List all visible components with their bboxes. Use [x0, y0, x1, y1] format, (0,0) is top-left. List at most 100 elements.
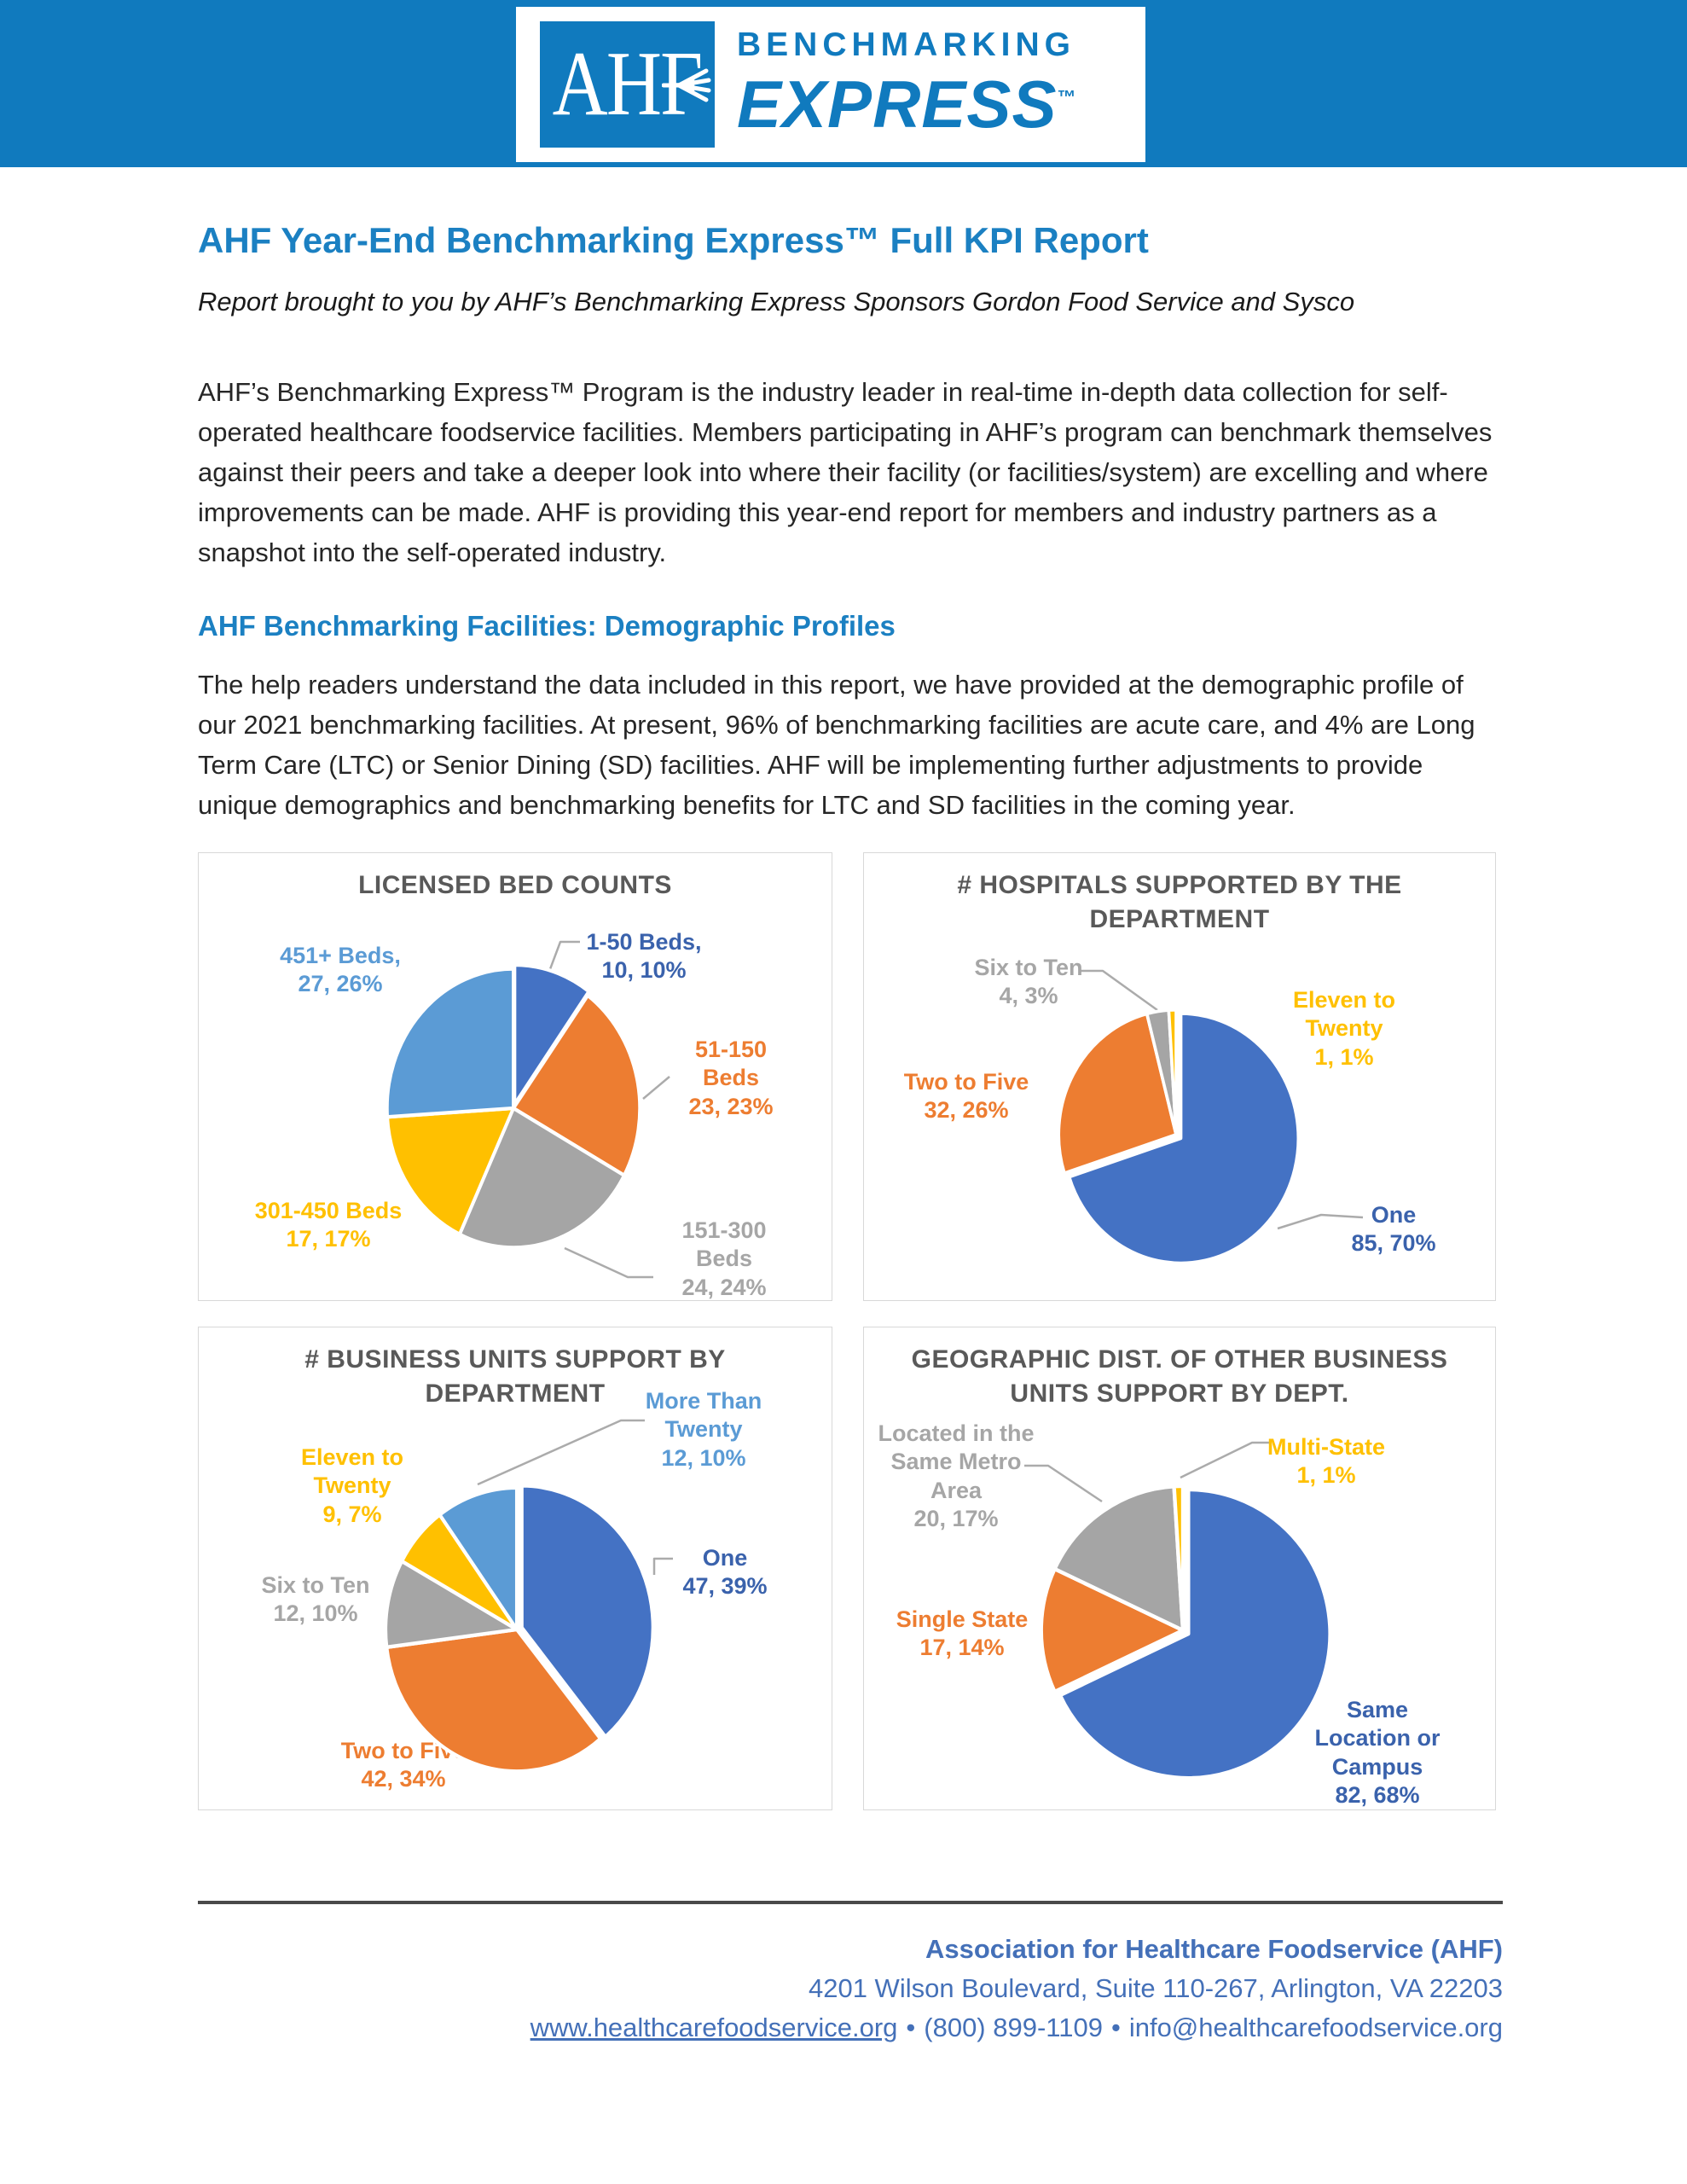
pie-slice: [512, 993, 642, 1177]
footer-phone: (800) 899-1109: [924, 2013, 1103, 2042]
pie-slice: [457, 1106, 626, 1250]
pie-label: Two to Five 42, 34%: [341, 1737, 467, 1794]
pie-label-category: Single State: [896, 1606, 1029, 1632]
pie-label-value: 17, 17%: [286, 1226, 371, 1252]
pie-label-category: 51-150 Beds: [694, 1037, 768, 1091]
pie-label: Multi-State 1, 1%: [1267, 1433, 1385, 1490]
pie-slice: [513, 962, 591, 1107]
footer-website-link[interactable]: www.healthcarefoodservice.org: [530, 2013, 898, 2042]
pie-label-value: 47, 39%: [682, 1573, 768, 1600]
pie-label-category: Two to Five: [903, 1069, 1029, 1095]
pie-chart: [1039, 1484, 1332, 1780]
pie-slice: [1058, 1487, 1332, 1780]
footer-bullet: •: [906, 2013, 916, 2042]
pie-label-category: Eleven to Twenty: [300, 1444, 404, 1499]
chart-title: # HOSPITALS SUPPORTED BY THE DEPARTMENT: [957, 871, 1402, 933]
pie-label-value: 20, 17%: [913, 1506, 999, 1532]
pie-slice: [1057, 1012, 1178, 1176]
chart-licensed-bed-counts: LICENSED BED COUNTS 1-50 Beds, 10, 10% 51-…: [198, 852, 832, 1301]
top-banner: AHF BENCHMARKING EXPRESS™: [0, 0, 1687, 167]
pie-label: 51-150 Beds 23, 23%: [681, 1036, 781, 1121]
pie-label-value: 9, 7%: [322, 1501, 382, 1527]
pie-label-category: One: [1371, 1202, 1417, 1228]
pie-slice: [438, 1485, 519, 1632]
pie-label: Two to Five 32, 26%: [904, 1068, 1029, 1125]
leader-line: [477, 1419, 645, 1486]
pie-slice: [519, 1484, 655, 1740]
pie-label: 451+ Beds, 27, 26%: [280, 942, 401, 999]
pie-label-category: 451+ Beds,: [280, 943, 401, 968]
pie-label: Located in the Same Metro Area 20, 17%: [871, 1420, 1041, 1534]
logo-express-text: EXPRESS™: [737, 66, 1076, 142]
pie-label-value: 23, 23%: [688, 1093, 774, 1119]
pie-label-category: One: [702, 1545, 748, 1571]
pie-label-value: 42, 34%: [361, 1766, 446, 1792]
pie-label-category: 301-450 Beds: [254, 1198, 403, 1223]
pie-label-category: 1-50 Beds,: [586, 929, 702, 955]
fork-icon: [662, 68, 711, 102]
pie-label: Single State 17, 14%: [896, 1606, 1029, 1663]
section-heading: AHF Benchmarking Facilities: Demographic…: [198, 610, 896, 642]
footer-bullet: •: [1110, 2013, 1121, 2042]
pie-label: Same Location or Campus 82, 68%: [1305, 1696, 1450, 1810]
pie-slice: [385, 1627, 603, 1774]
pie-label-value: 10, 10%: [601, 957, 687, 984]
section-paragraph: The help readers understand the data inc…: [198, 670, 1475, 820]
pie-label-category: Multi-State: [1267, 1434, 1385, 1460]
report-title: AHF Year-End Benchmarking Express™ Full …: [198, 220, 1149, 260]
logo-benchmarking-text: BENCHMARKING: [737, 26, 1075, 63]
pie-label: One 85, 70%: [1351, 1201, 1435, 1258]
pie-slice: [1067, 1012, 1300, 1265]
pie-slice: [1172, 1484, 1186, 1633]
pie-label: Six to Ten 12, 10%: [261, 1571, 369, 1629]
pie-label-value: 24, 24%: [681, 1274, 767, 1300]
footer: Association for Healthcare Foodservice (…: [198, 1930, 1503, 2048]
pie-chart: [385, 962, 642, 1250]
pie-slice: [386, 1106, 515, 1237]
pie-label-value: 17, 14%: [919, 1635, 1005, 1661]
pie-label-category: Six to Ten: [974, 955, 1083, 980]
ahf-logo-mark: AHF: [540, 21, 715, 148]
logo-wordmark: BENCHMARKING EXPRESS™: [737, 26, 1075, 143]
chart-title: LICENSED BED COUNTS: [358, 871, 672, 899]
pie-label: Six to Ten 4, 3%: [974, 954, 1082, 1011]
ahf-benchmarking-express-logo: AHF BENCHMARKING EXPRESS™: [516, 7, 1145, 162]
pie-label-category: Located in the Same Metro Area: [878, 1420, 1035, 1503]
footer-address: 4201 Wilson Boulevard, Suite 110-267, Ar…: [808, 1973, 1503, 2003]
pie-slice: [1167, 1008, 1178, 1136]
pie-chart: [1057, 1008, 1300, 1265]
pie-label-value: 12, 10%: [273, 1600, 358, 1627]
page-content: AHF Year-End Benchmarking Express™ Full …: [0, 220, 1687, 2048]
pie-label: 301-450 Beds 17, 17%: [255, 1197, 403, 1254]
pie-label: 1-50 Beds, 10, 10%: [586, 928, 701, 985]
footer-organization: Association for Healthcare Foodservice (…: [925, 1934, 1503, 1964]
pie-label: One 47, 39%: [682, 1544, 767, 1601]
report-subtitle: Report brought to you by AHF’s Benchmark…: [198, 287, 1355, 317]
pie-label-value: 1, 1%: [1314, 1043, 1374, 1070]
pie-label-value: 82, 68%: [1335, 1782, 1420, 1809]
pie-label: Eleven to Twenty 1, 1%: [1284, 986, 1404, 1072]
pie-label-value: 12, 10%: [661, 1444, 746, 1471]
chart-title: # BUSINESS UNITS SUPPORT BY DEPARTMENT: [304, 1345, 726, 1408]
pie-label: 151-300 Beds 24, 24%: [670, 1217, 778, 1302]
pie-slice: [1039, 1566, 1186, 1694]
leader-line: [1180, 1441, 1271, 1479]
footer-contact-line: www.healthcarefoodservice.org • (800) 899-…: [198, 2008, 1503, 2048]
pie-label-category: Eleven to Twenty: [1292, 987, 1396, 1042]
pie-label-value: 27, 26%: [298, 971, 383, 997]
pie-label-value: 4, 3%: [999, 983, 1058, 1009]
leader-line: [652, 1557, 673, 1575]
pie-slice: [384, 1559, 519, 1650]
pie-slice: [1052, 1484, 1186, 1633]
pie-slice: [385, 967, 515, 1119]
intro-paragraph: AHF’s Benchmarking Express™ Program is t…: [198, 377, 1493, 567]
chart-title: GEOGRAPHIC DIST. OF OTHER BUSINESS UNITS…: [911, 1345, 1448, 1408]
chart-geographic-distribution: GEOGRAPHIC DIST. OF OTHER BUSINESS UNITS…: [863, 1327, 1496, 1810]
pie-label-category: More Than Twenty: [645, 1388, 762, 1443]
pie-label-value: 85, 70%: [1351, 1230, 1436, 1257]
footer-email-link[interactable]: info@healthcarefoodservice.org: [1128, 2013, 1503, 2042]
pie-label-category: Same Location or Campus: [1314, 1697, 1441, 1780]
footer-divider: [198, 1901, 1503, 1904]
pie-label: Eleven to Twenty 9, 7%: [293, 1443, 412, 1529]
pie-label-category: 151-300 Beds: [681, 1217, 767, 1272]
